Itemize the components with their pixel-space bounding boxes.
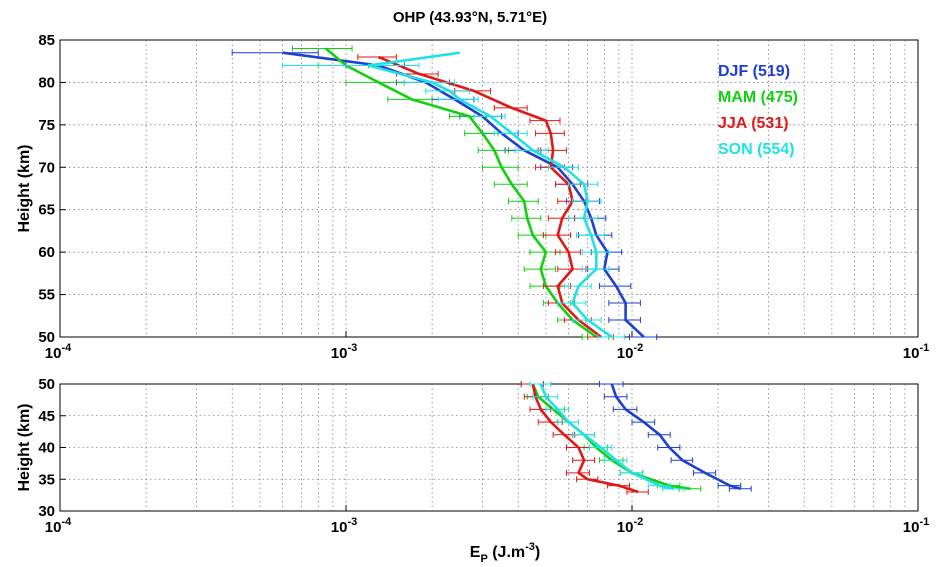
x-tick-label: 10-1: [903, 516, 929, 536]
y-axis-label: Height (km): [16, 145, 33, 233]
series-djf-lower: [599, 381, 752, 492]
legend-entry-son: SON (554): [718, 141, 794, 158]
legend-entry-djf: DJF (519): [718, 63, 790, 80]
y-tick-label: 35: [38, 471, 55, 488]
legend: DJF (519) MAM (475) JJA (531) SON (554): [718, 63, 798, 158]
y-tick-label: 40: [38, 440, 55, 457]
lower-panel: 10-4 10-3 10-2 10-1 30 35 40 45 50 Height (km): [16, 376, 929, 536]
plot-area: [59, 39, 919, 338]
x-tick-label: 10-4: [45, 516, 72, 536]
y-tick-label: 50: [38, 329, 55, 346]
y-tick-label: 70: [38, 159, 55, 176]
y-tick-label: 80: [38, 74, 55, 91]
series-line-jja: [378, 55, 602, 339]
x-axis-label: EP (J.m-3): [470, 541, 540, 565]
y-tick-label: 45: [38, 408, 55, 425]
x-tick-label: 10-3: [331, 342, 357, 362]
y-tick-label: 75: [38, 117, 55, 134]
chart-title: OHP (43.93°N, 5.71°E): [393, 9, 547, 26]
x-tick-label: 10-1: [903, 342, 929, 362]
x-tick-label: 10-4: [45, 342, 72, 362]
y-tick-label: 60: [38, 244, 55, 261]
series-line-son: [367, 51, 613, 339]
series-son-upper: [282, 51, 625, 340]
legend-entry-jja: JJA (531): [718, 115, 789, 132]
legend-entry-mam: MAM (475): [718, 89, 798, 106]
y-tick-label: 30: [38, 503, 55, 520]
x-tick-label: 10-2: [617, 342, 643, 362]
series-line-djf: [282, 51, 645, 338]
y-tick-label: 85: [38, 32, 55, 49]
y-tick-label: 55: [38, 287, 55, 304]
series-son-lower: [529, 381, 685, 492]
upper-panel: 10-4 10-3 10-2 10-1 50 55 60 65 70 75 80 85 Height (…: [16, 32, 929, 362]
y-tick-label: 50: [38, 376, 55, 393]
y-tick-label: 65: [38, 202, 55, 219]
series-line-jja: [531, 383, 639, 494]
series-line-son: [539, 383, 675, 491]
series-jja-upper: [357, 53, 614, 340]
series-line-djf: [610, 383, 742, 491]
series-line-mam: [531, 383, 691, 491]
x-tick-label: 10-2: [617, 516, 643, 536]
series-line-mam: [324, 47, 598, 339]
y-axis-label: Height (km): [16, 404, 33, 492]
x-tick-label: 10-3: [331, 516, 357, 536]
